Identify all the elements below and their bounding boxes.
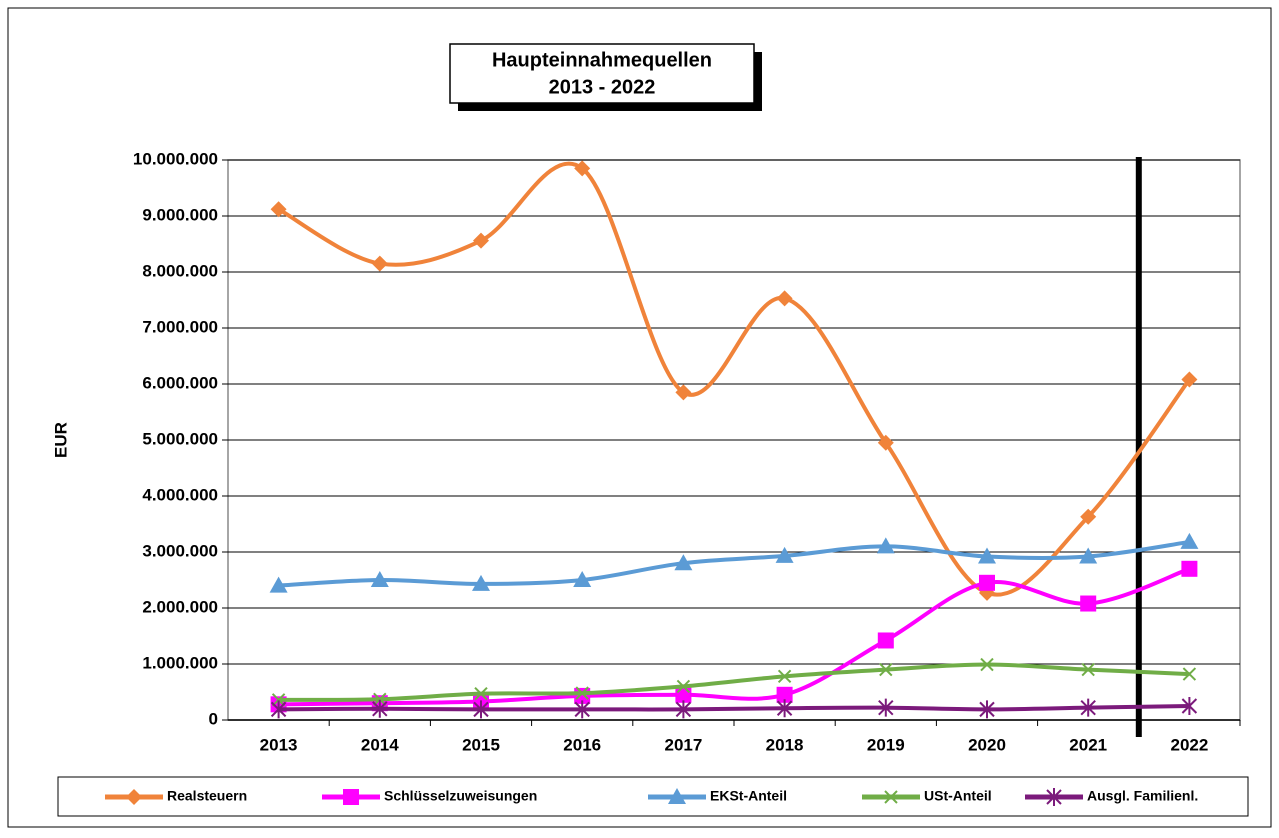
marker bbox=[473, 232, 489, 249]
marker bbox=[1080, 698, 1096, 717]
chart-subtitle: 2013 - 2022 bbox=[549, 76, 656, 98]
marker bbox=[1180, 532, 1199, 549]
chart-title: Haupteinnahmequellen bbox=[492, 49, 712, 71]
series-line bbox=[278, 566, 1191, 707]
marker bbox=[979, 700, 995, 719]
y-tick-label: 4.000.000 bbox=[142, 485, 218, 504]
title-box bbox=[449, 43, 755, 104]
marker bbox=[775, 546, 794, 563]
marker bbox=[574, 700, 590, 719]
x-tick-label: 2013 bbox=[260, 735, 298, 754]
marker bbox=[573, 571, 592, 587]
marker bbox=[675, 384, 692, 401]
legend-label: Ausgl. Familienl. bbox=[1087, 788, 1198, 804]
marker bbox=[878, 698, 894, 717]
series-line bbox=[278, 662, 1190, 702]
legend-label: EKSt-Anteil bbox=[710, 788, 787, 804]
marker bbox=[884, 790, 898, 804]
marker bbox=[1181, 371, 1198, 388]
series-line bbox=[278, 539, 1190, 588]
x-tick-label: 2019 bbox=[867, 735, 905, 754]
y-tick-label: 8.000.000 bbox=[142, 261, 218, 280]
y-tick-label: 7.000.000 bbox=[142, 317, 218, 336]
y-tick-label: 1.000.000 bbox=[142, 653, 218, 672]
chart-frame bbox=[7, 7, 1272, 828]
marker bbox=[776, 686, 793, 703]
x-tick-label: 2021 bbox=[1069, 735, 1107, 754]
marker bbox=[343, 789, 359, 805]
marker bbox=[269, 576, 288, 593]
marker bbox=[473, 700, 489, 719]
y-tick-label: 10.000.000 bbox=[133, 149, 218, 168]
marker bbox=[1182, 667, 1197, 681]
legend-label: Realsteuern bbox=[167, 788, 247, 804]
x-tick-label: 2018 bbox=[766, 735, 804, 754]
marker bbox=[979, 574, 995, 591]
y-tick-label: 9.000.000 bbox=[142, 205, 218, 224]
marker bbox=[271, 693, 286, 707]
marker bbox=[1081, 662, 1095, 677]
marker bbox=[675, 700, 692, 719]
marker bbox=[1080, 508, 1097, 525]
marker bbox=[674, 554, 693, 571]
x-tick-label: 2014 bbox=[361, 735, 399, 754]
marker bbox=[371, 255, 388, 272]
marker bbox=[370, 571, 389, 587]
x-tick-label: 2017 bbox=[664, 735, 702, 754]
y-tick-label: 5.000.000 bbox=[142, 429, 218, 448]
marker bbox=[373, 692, 387, 706]
legend-label: USt-Anteil bbox=[924, 788, 992, 804]
x-tick-label: 2015 bbox=[462, 735, 500, 754]
marker bbox=[879, 662, 893, 677]
marker bbox=[574, 160, 591, 177]
y-tick-label: 0 bbox=[209, 709, 218, 728]
legend-label: Schlüsselzuweisungen bbox=[384, 788, 537, 804]
marker bbox=[777, 669, 792, 684]
y-axis-label: EUR bbox=[51, 422, 70, 458]
series-line bbox=[277, 161, 1192, 597]
x-tick-label: 2022 bbox=[1170, 735, 1208, 754]
marker bbox=[1181, 697, 1198, 715]
marker bbox=[1080, 595, 1097, 612]
series-line bbox=[278, 704, 1190, 712]
y-tick-label: 3.000.000 bbox=[142, 541, 218, 560]
marker bbox=[126, 789, 142, 805]
marker bbox=[676, 679, 691, 694]
marker bbox=[876, 537, 895, 554]
marker bbox=[474, 686, 488, 701]
marker bbox=[776, 290, 793, 307]
marker bbox=[877, 632, 894, 649]
marker bbox=[1046, 788, 1062, 806]
marker bbox=[980, 657, 994, 672]
x-tick-label: 2020 bbox=[968, 735, 1006, 754]
marker bbox=[668, 788, 686, 804]
marker bbox=[472, 574, 490, 591]
marker bbox=[372, 699, 388, 718]
marker bbox=[978, 547, 996, 564]
marker bbox=[1079, 547, 1098, 564]
x-tick-label: 2016 bbox=[563, 735, 601, 754]
marker bbox=[877, 434, 894, 451]
marker bbox=[1181, 560, 1198, 577]
marker bbox=[270, 700, 287, 719]
marker bbox=[270, 201, 287, 218]
y-tick-label: 2.000.000 bbox=[142, 597, 218, 616]
y-tick-label: 6.000.000 bbox=[142, 373, 218, 392]
marker bbox=[575, 686, 589, 700]
marker bbox=[776, 699, 793, 718]
